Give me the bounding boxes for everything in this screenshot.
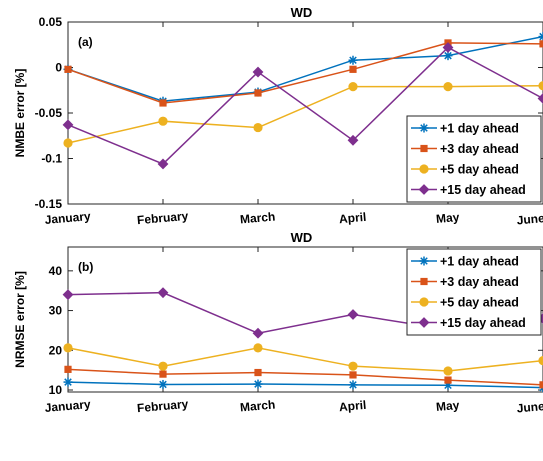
panel-b-series-1-point-3 xyxy=(349,371,356,378)
panel-a-title: WD xyxy=(291,5,313,20)
panel-b-xtick-label-2: March xyxy=(239,398,275,415)
panel-a-legend-marker-0 xyxy=(420,124,429,133)
panel-a-xtick-label-1: February xyxy=(136,209,189,227)
panel-b-series-1-point-4 xyxy=(444,376,451,383)
panel-b-series-0-point-3 xyxy=(349,380,358,389)
panel-b-series-2-point-2 xyxy=(253,343,262,352)
panel-a-series-2-point-2 xyxy=(253,123,262,132)
panel-a-series-2-point-0 xyxy=(63,138,72,147)
panel-a-label: (a) xyxy=(78,35,93,49)
panel-a-legend-label-0: +1 day ahead xyxy=(440,122,519,136)
panel-b-label: (b) xyxy=(78,260,93,274)
panel-a-xtick-label-0: January xyxy=(44,209,91,227)
panel-b-series-2-point-3 xyxy=(348,362,357,371)
panel-b-legend: +1 day ahead +3 day ahead +5 day ahead +15 … xyxy=(407,249,541,335)
panel-a-ytick-label-1: 0 xyxy=(55,61,62,75)
panel-b-legend-marker-2 xyxy=(419,297,428,306)
panel-a-legend-label-2: +5 day ahead xyxy=(440,163,519,177)
panel-a-legend-marker-1 xyxy=(420,145,427,152)
panel-a-ylabel: NMBE error [%] xyxy=(13,69,27,158)
panel-a-ytick-label-4: -0.15 xyxy=(35,197,63,211)
panel-a-series-1-point-5 xyxy=(539,40,543,47)
panel-b-legend-marker-0 xyxy=(420,257,429,266)
panel-b-legend-label-1: +3 day ahead xyxy=(440,275,519,289)
panel-b-ytick-label-0: 10 xyxy=(49,383,63,397)
panel-b-xtick-label-4: May xyxy=(435,398,460,414)
panel-b-ytick-label-1: 20 xyxy=(49,343,63,357)
panel-b-series-0-point-2 xyxy=(254,380,263,389)
panel-a-xtick-label-2: March xyxy=(239,210,275,227)
panel-b: WD (b) 10 20 30 40 January February March April Ma… xyxy=(13,230,543,415)
panel-b-legend-marker-1 xyxy=(420,278,427,285)
panel-b-series-1-point-5 xyxy=(539,381,543,388)
panel-b-xtick-label-0: January xyxy=(44,397,91,415)
panel-b-legend-label-0: +1 day ahead xyxy=(440,255,519,269)
panel-a-legend-label-3: +15 day ahead xyxy=(440,183,526,197)
panel-a-xtick-label-4: May xyxy=(435,210,460,226)
panel-a-series-2-point-3 xyxy=(348,82,357,91)
panel-b-xtick-label-5: June xyxy=(516,399,543,415)
panel-a-ytick-label-0: 0.05 xyxy=(39,15,63,29)
panel-b-legend-label-3: +15 day ahead xyxy=(440,316,526,330)
panel-a-series-2-point-1 xyxy=(158,117,167,126)
panel-a-xtick-label-5: June xyxy=(516,211,543,227)
panel-a-ytick-label-2: -0.05 xyxy=(35,106,63,120)
panel-b-series-2-point-0 xyxy=(63,343,72,352)
panel-b-series-1-point-0 xyxy=(64,366,71,373)
panel-a-legend-marker-2 xyxy=(419,164,428,173)
panel-a-ytick-label-3: -0.1 xyxy=(41,152,62,166)
panel-b-series-2-point-1 xyxy=(158,362,167,371)
panel-b-ytick-label-2: 30 xyxy=(49,304,63,318)
panel-b-xtick-label-1: February xyxy=(136,397,189,415)
panel-a-series-1-point-1 xyxy=(159,99,166,106)
panel-a-series-1-point-3 xyxy=(349,66,356,73)
panel-b-series-2-point-4 xyxy=(443,366,452,375)
panel-b-title: WD xyxy=(291,230,313,245)
panel-a-legend-label-1: +3 day ahead xyxy=(440,142,519,156)
panel-b-series-1-point-1 xyxy=(159,371,166,378)
panel-a-series-1-point-0 xyxy=(64,66,71,73)
panel-b-legend-label-2: +5 day ahead xyxy=(440,296,519,310)
panel-b-ytick-label-3: 40 xyxy=(49,264,63,278)
panel-b-series-0-point-0 xyxy=(64,378,73,387)
panel-a-legend: +1 day ahead +3 day ahead +5 day ahead +15 … xyxy=(407,116,541,202)
panel-b-series-1-point-2 xyxy=(254,369,261,376)
panel-a-series-1-point-2 xyxy=(254,89,261,96)
panel-a-series-2-point-4 xyxy=(443,82,452,91)
panel-b-ylabel: NRMSE error [%] xyxy=(13,271,27,368)
panel-b-xtick-label-3: April xyxy=(338,398,366,414)
panel-b-series-0-point-1 xyxy=(159,380,168,389)
panel-a-xtick-label-3: April xyxy=(338,210,366,226)
panel-a-series-0-point-3 xyxy=(349,56,358,65)
